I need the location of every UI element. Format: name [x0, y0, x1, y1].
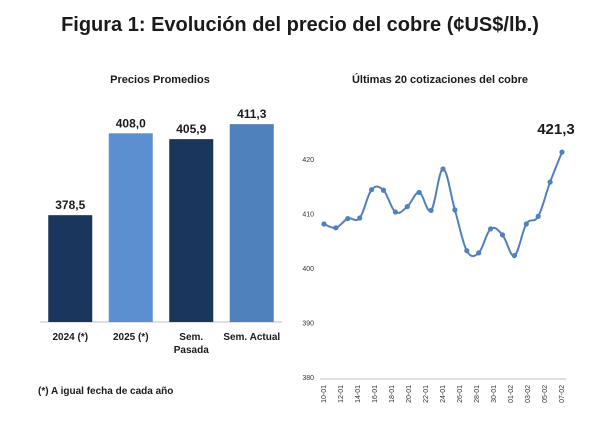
- x-tick-label-4: 18-01: [389, 385, 396, 403]
- x-tick-label-3: 16-01: [372, 385, 379, 403]
- line-chart: 380 390 400 410 420 10-01 12-01 14-01 16-01 18-01…: [302, 121, 575, 403]
- figure-title: Figura 1: Evolución del precio del cobre…: [61, 14, 539, 36]
- price-point-1: [333, 225, 339, 231]
- price-point-8: [416, 189, 422, 196]
- price-point-13: [476, 250, 482, 256]
- x-tick-label-1: 12-01: [338, 385, 345, 403]
- price-point-3: [357, 215, 363, 221]
- price-point-0: [321, 221, 327, 227]
- bar-1: [108, 133, 153, 322]
- y-tick-label-1: 390: [302, 321, 314, 328]
- y-tick-label-0: 380: [302, 375, 314, 382]
- bar-value-label-3: 411,3: [237, 107, 267, 121]
- price-point-18: [535, 213, 541, 219]
- price-point-15: [499, 232, 506, 238]
- bar-chart: 378,5 2024 (*) 408,0 2025 (*) 405,9 Sem. Pasad…: [40, 107, 282, 356]
- bar-category-label-0: 2024 (*): [52, 332, 88, 343]
- x-tick-label-12: 03-02: [525, 385, 532, 403]
- footnote: (*) A igual fecha de cada año: [38, 386, 174, 397]
- bar-value-label-2: 405,9: [176, 122, 206, 136]
- bar-value-label-1: 408,0: [116, 116, 146, 130]
- bar-chart-title: Precios Promedios: [110, 74, 210, 86]
- price-point-16: [511, 252, 517, 259]
- price-point-6: [392, 209, 398, 215]
- x-tick-label-2: 14-01: [355, 385, 362, 403]
- bar-category-label-2: Pasada: [174, 345, 209, 356]
- bar-category-label-1: 2025 (*): [113, 332, 149, 343]
- price-point-4: [369, 187, 375, 193]
- y-tick-label-4: 420: [302, 157, 314, 164]
- x-tick-label-14: 07-02: [559, 385, 566, 403]
- x-tick-label-9: 28-01: [474, 385, 481, 403]
- price-point-7: [404, 203, 410, 210]
- bar-category-label-2: Sem.: [179, 332, 203, 343]
- line-chart-title: Últimas 20 cotizaciones del cobre: [351, 74, 529, 86]
- x-tick-label-6: 22-01: [423, 385, 430, 403]
- y-tick-label-3: 410: [302, 212, 314, 219]
- x-tick-label-11: 01-02: [508, 385, 515, 403]
- bar-category-label-3: Sem. Actual: [223, 332, 280, 343]
- price-point-12: [464, 248, 470, 254]
- bar-0: [48, 215, 93, 322]
- x-tick-label-13: 05-02: [542, 385, 549, 403]
- last-value-label: 421,3: [537, 121, 575, 138]
- bar-value-label-0: 378,5: [55, 198, 85, 212]
- price-point-20: [559, 149, 565, 155]
- price-point-19: [547, 179, 553, 185]
- price-point-14: [488, 226, 494, 232]
- x-tick-label-7: 24-01: [440, 385, 447, 403]
- price-point-5: [380, 187, 387, 193]
- x-tick-label-10: 30-01: [491, 385, 498, 403]
- bar-2: [169, 139, 214, 322]
- bar-3: [229, 124, 274, 322]
- x-tick-label-8: 26-01: [457, 385, 464, 403]
- price-point-2: [345, 215, 351, 222]
- price-point-10: [440, 166, 446, 172]
- x-tick-label-5: 20-01: [406, 385, 413, 403]
- y-tick-label-2: 400: [302, 266, 314, 273]
- price-point-9: [428, 207, 434, 213]
- x-tick-label-0: 10-01: [321, 385, 328, 403]
- price-point-11: [452, 207, 458, 213]
- price-point-17: [523, 221, 529, 227]
